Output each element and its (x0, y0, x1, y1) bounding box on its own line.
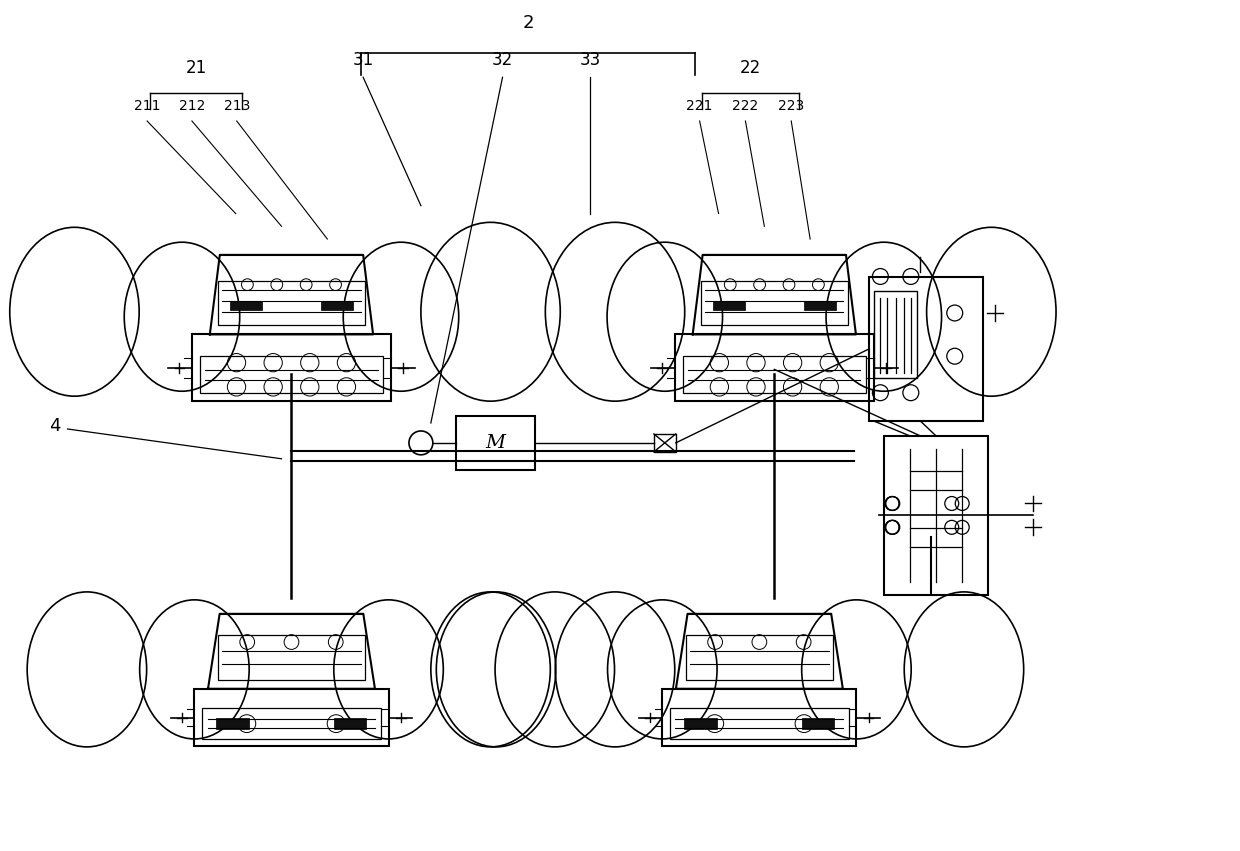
Bar (874, 291, 918, 378)
Bar (684, 718, 717, 729)
Bar (884, 436, 988, 595)
Bar (335, 718, 367, 729)
Bar (804, 300, 836, 311)
Bar (218, 281, 365, 325)
Text: 32: 32 (492, 51, 513, 69)
Text: 213: 213 (223, 99, 250, 113)
Text: 212: 212 (179, 99, 205, 113)
Bar (802, 718, 835, 729)
Bar (192, 334, 391, 401)
Bar (713, 300, 745, 311)
Text: 4: 4 (48, 417, 61, 435)
Bar (321, 300, 353, 311)
Text: 31: 31 (352, 51, 373, 69)
Bar (869, 277, 983, 421)
Bar (670, 708, 848, 740)
Text: 21: 21 (185, 60, 207, 77)
Text: 2: 2 (523, 14, 534, 31)
Text: 22: 22 (740, 60, 761, 77)
Bar (675, 334, 874, 401)
Bar (218, 635, 366, 680)
Bar (195, 688, 388, 746)
Bar (217, 718, 248, 729)
Bar (653, 434, 676, 452)
Bar (229, 300, 262, 311)
Bar (701, 281, 848, 325)
Bar (200, 357, 383, 393)
Bar (662, 688, 857, 746)
Text: 223: 223 (779, 99, 805, 113)
Text: 222: 222 (733, 99, 759, 113)
Text: 33: 33 (579, 51, 600, 69)
Text: M: M (486, 434, 506, 452)
Text: 211: 211 (134, 99, 160, 113)
Bar (686, 635, 833, 680)
Bar (202, 708, 381, 740)
Bar (456, 415, 536, 471)
Bar (683, 357, 866, 393)
Text: 221: 221 (687, 99, 713, 113)
